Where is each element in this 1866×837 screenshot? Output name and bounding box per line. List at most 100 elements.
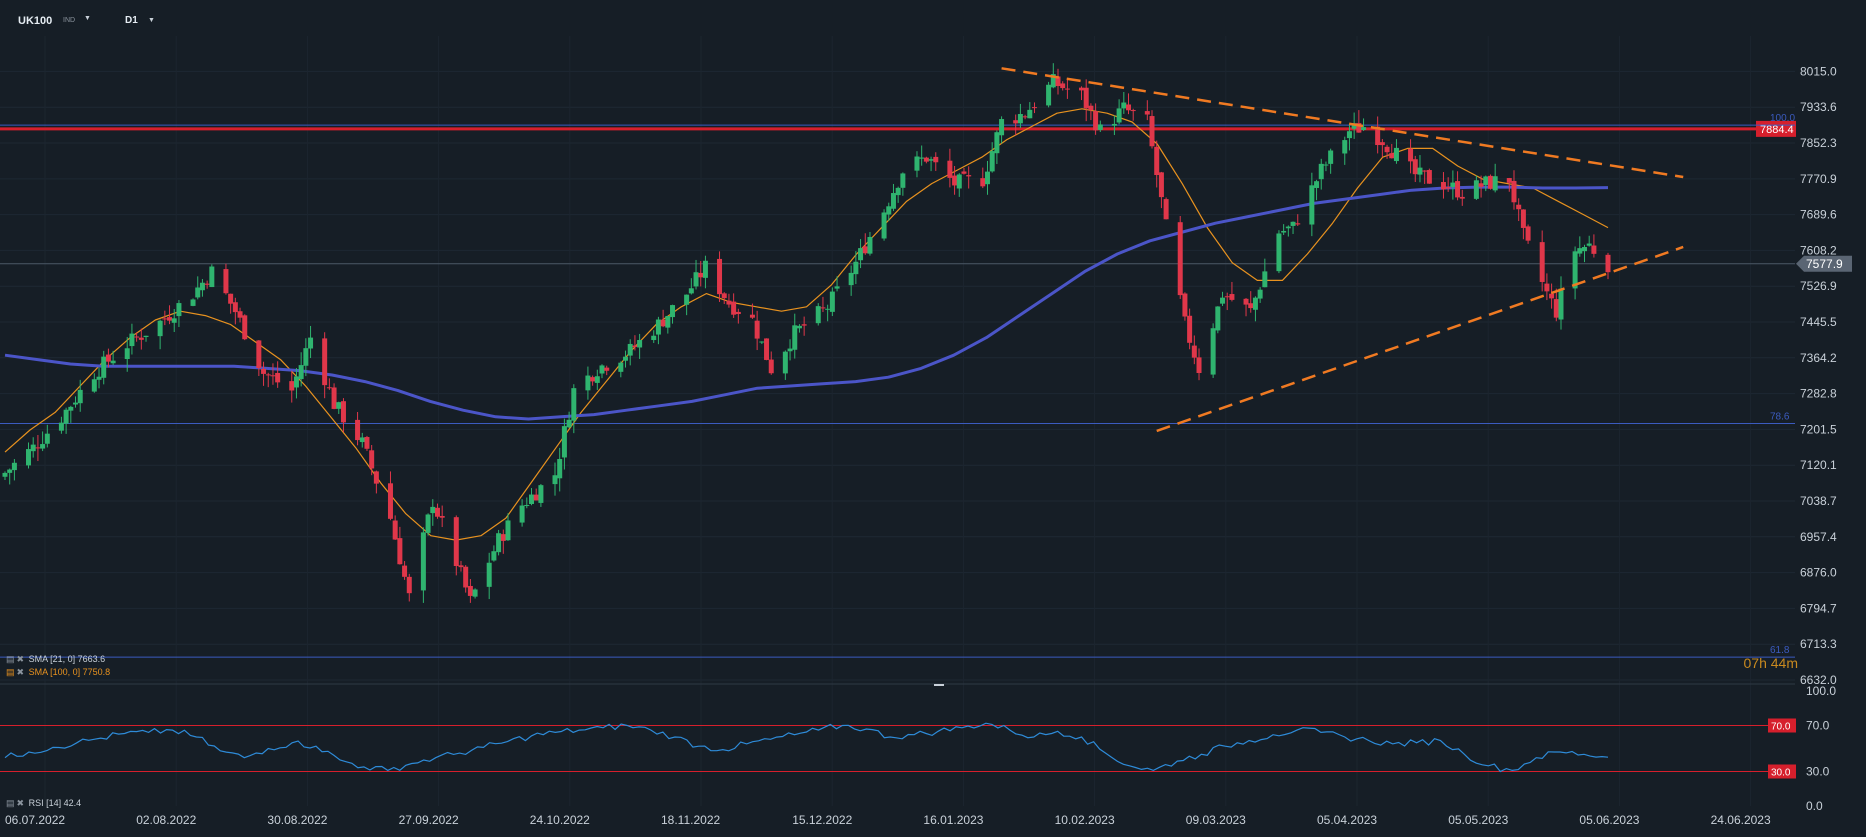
candle-body — [637, 340, 643, 348]
candle-body — [660, 319, 666, 327]
rsi-y-tick-label: 30.0 — [1806, 765, 1830, 779]
sma-100-legend[interactable]: ▤ ✖ SMA [100, 0] 7750.8 — [6, 667, 110, 678]
timeframe-selector[interactable]: D1 — [125, 15, 138, 26]
candle-body — [129, 333, 135, 347]
y-tick-label: 8015.0 — [1800, 64, 1837, 78]
moving-averages — [4, 108, 1609, 541]
candle-body — [204, 283, 210, 285]
rsi-label: RSI — [28, 798, 44, 808]
sma-21-legend[interactable]: ▤ ✖ SMA [21, 0] 7663.6 — [6, 654, 105, 665]
candle-body — [665, 315, 671, 328]
candle-body — [496, 533, 502, 553]
chevron-down-icon[interactable]: ▼ — [84, 15, 91, 22]
sma-100-params: [100, 0] — [50, 667, 81, 677]
candle-body — [1591, 245, 1597, 254]
candle-body — [68, 406, 74, 411]
candle-body — [947, 160, 953, 178]
rsi-y-tick-label: 70.0 — [1806, 719, 1830, 733]
current-price-tag — [1796, 255, 1852, 272]
candle-body — [265, 374, 271, 376]
candle-body — [406, 576, 412, 594]
close-icon[interactable]: ✖ — [16, 798, 25, 808]
candle-body — [900, 173, 906, 188]
candle-body — [1017, 114, 1023, 124]
sma-100-value: 7750.8 — [82, 667, 111, 677]
sma-100-line — [4, 185, 1609, 421]
candle-body — [1393, 147, 1399, 162]
candle-body — [1426, 170, 1432, 184]
candle-body — [209, 266, 215, 288]
symbol-label[interactable]: UK100 — [18, 15, 53, 27]
settings-icon[interactable]: ▤ — [6, 654, 15, 664]
x-tick-label: 18.11.2022 — [661, 813, 720, 827]
candle-body — [1224, 296, 1230, 298]
candle-body — [1506, 178, 1512, 183]
candle-body — [1572, 251, 1578, 289]
candle-body — [101, 356, 107, 378]
close-icon[interactable]: ✖ — [16, 654, 25, 664]
close-icon[interactable]: ✖ — [16, 667, 25, 677]
candle-body — [1455, 181, 1461, 198]
candle-body — [1083, 87, 1089, 109]
settings-icon[interactable]: ▤ — [6, 798, 15, 808]
settings-icon[interactable]: ▤ — [6, 667, 15, 677]
candle-body — [1088, 105, 1094, 111]
y-tick-label: 6957.4 — [1800, 530, 1837, 544]
candle-body — [886, 206, 892, 215]
candle-body — [369, 450, 375, 469]
candle-body — [505, 520, 511, 541]
candle-body — [627, 343, 633, 356]
candle-body — [1295, 223, 1301, 225]
candle-body — [919, 157, 925, 159]
trendlines[interactable] — [1001, 67, 1684, 433]
rsi-legend[interactable]: ▤ ✖ RSI [14] 42.4 — [6, 798, 81, 809]
y-tick-label: 7038.7 — [1800, 494, 1837, 508]
candle-body — [1126, 104, 1132, 111]
candle-body — [1520, 209, 1526, 228]
x-tick-label: 10.02.2023 — [1055, 813, 1115, 827]
y-tick-label: 7526.9 — [1800, 279, 1837, 293]
candle-body — [2, 472, 8, 477]
candle-body — [1290, 221, 1296, 226]
candle-body — [11, 462, 17, 471]
rsi-value: 42.4 — [63, 798, 82, 808]
candle-body — [110, 360, 116, 364]
chevron-down-icon[interactable]: ▼ — [148, 17, 155, 24]
candle-body — [1130, 110, 1136, 112]
current-price-label: 7577.9 — [1806, 257, 1843, 271]
candle-body — [825, 308, 831, 310]
candle-body — [1097, 124, 1103, 130]
candle-body — [933, 156, 939, 163]
candle-body — [298, 365, 304, 380]
candle-body — [768, 359, 774, 374]
candle-body — [402, 565, 408, 577]
panel-resize-handle — [934, 684, 944, 686]
candle-body — [1314, 181, 1320, 188]
candle-body — [792, 325, 798, 350]
candle-body — [199, 282, 205, 291]
y-tick-label: 7120.1 — [1800, 458, 1837, 472]
candle-body — [989, 151, 995, 172]
candle-body — [655, 319, 661, 335]
x-tick-label: 05.06.2023 — [1579, 813, 1639, 827]
candle-body — [1013, 120, 1019, 124]
candle-body — [1577, 248, 1583, 254]
candle-body — [684, 294, 690, 305]
candle-body — [524, 504, 530, 506]
candle-body — [1445, 187, 1451, 189]
y-tick-label: 7770.9 — [1800, 172, 1837, 186]
candle-body — [1328, 150, 1334, 164]
candle-body — [726, 300, 732, 305]
x-tick-label: 24.10.2022 — [530, 813, 590, 827]
candle-body — [867, 236, 873, 254]
rsi-line — [4, 722, 1609, 773]
candle-body — [1422, 170, 1428, 172]
candle-body — [1361, 127, 1367, 130]
candle-body — [331, 387, 337, 409]
candle-body — [604, 367, 610, 371]
candle-body — [1511, 180, 1517, 203]
candle-body — [1116, 108, 1122, 123]
candle-body — [1027, 109, 1033, 119]
sma-21-label: SMA — [28, 654, 48, 664]
